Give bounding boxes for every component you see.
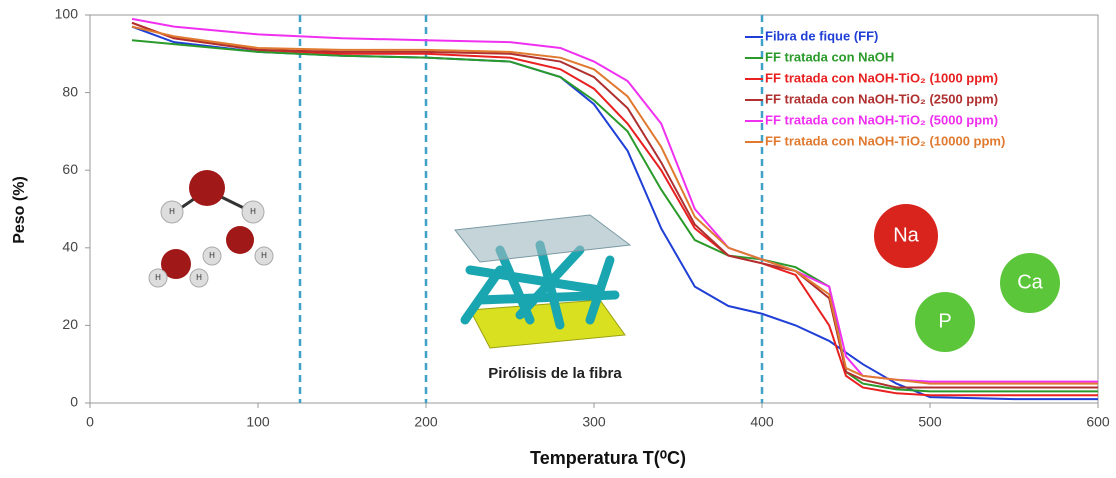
x-tick-label: 500 (918, 414, 942, 430)
atom-label: H (209, 251, 215, 260)
y-tick-label: 40 (62, 239, 78, 255)
legend-label: FF tratada con NaOH (765, 49, 894, 64)
y-tick-label: 0 (70, 394, 78, 410)
annotation: Pirólisis de la fibra (488, 365, 622, 382)
atom-label: H (155, 273, 161, 282)
x-tick-label: 200 (414, 414, 438, 430)
ion-label: Ca (1017, 271, 1043, 293)
x-axis-title: Temperatura T(⁰C) (530, 448, 686, 468)
atom-label: H (196, 273, 202, 282)
legend-label: Fibra de fique (FF) (765, 28, 878, 43)
y-tick-label: 80 (62, 83, 78, 99)
ion-label: P (938, 310, 951, 332)
ion-label: Na (893, 224, 919, 246)
x-tick-label: 400 (750, 414, 774, 430)
atom-label: H (261, 251, 267, 260)
y-tick-label: 20 (62, 316, 78, 332)
legend-label: FF tratada con NaOH-TiO₂ (10000 ppm) (765, 133, 1005, 148)
y-tick-label: 60 (62, 161, 78, 177)
legend-label: FF tratada con NaOH-TiO₂ (5000 ppm) (765, 112, 998, 127)
chart: H H H H H H Pirólisis de la fibra Na P C… (0, 0, 1116, 473)
legend-label: FF tratada con NaOH-TiO₂ (2500 ppm) (765, 91, 998, 106)
fiber-icon (455, 215, 630, 348)
ion-icons: Na P Ca (874, 204, 1060, 352)
x-tick-label: 0 (86, 414, 94, 430)
atom-label: H (250, 207, 256, 216)
y-axis-title: Peso (%) (11, 176, 28, 244)
page: H H H H H H Pirólisis de la fibra Na P C… (0, 0, 1116, 478)
atom-label: H (169, 207, 175, 216)
legend-label: FF tratada con NaOH-TiO₂ (1000 ppm) (765, 70, 998, 85)
y-tick-label: 100 (55, 6, 79, 22)
x-tick-label: 300 (582, 414, 606, 430)
x-tick-label: 600 (1086, 414, 1110, 430)
x-tick-label: 100 (246, 414, 270, 430)
water-icon: H H H H H H (149, 170, 273, 287)
